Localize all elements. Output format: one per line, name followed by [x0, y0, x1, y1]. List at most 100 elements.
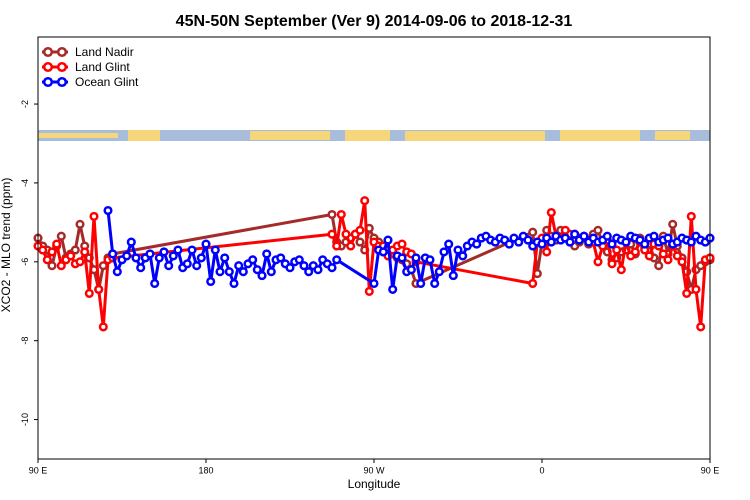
data-point-ocean-glint [444, 239, 454, 249]
data-point-ocean-glint [523, 235, 533, 245]
data-point-land-glint [38, 245, 48, 255]
legend-item-land-glint: Land Glint [42, 60, 130, 74]
data-point-ocean-glint [131, 253, 141, 263]
data-point-land-glint [397, 239, 407, 249]
data-point-ocean-glint [248, 255, 258, 265]
x-axis-label: Longitude [348, 477, 401, 491]
plot-frame [37, 36, 711, 460]
data-point-ocean-glint [206, 276, 216, 287]
data-point-ocean-glint [234, 261, 244, 271]
data-point-land-glint [89, 211, 99, 221]
legend-label-land-glint: Land Glint [75, 60, 130, 74]
data-point-ocean-glint [266, 267, 276, 277]
data-point-ocean-glint [411, 253, 421, 263]
legend-item-land-nadir: Land Nadir [42, 45, 134, 59]
data-point-land-glint [616, 265, 626, 275]
data-point-ocean-glint [439, 247, 449, 257]
data-point-land-glint [696, 322, 706, 332]
data-point-ocean-glint [164, 261, 174, 271]
data-point-land-glint [84, 288, 94, 298]
data-point-land-nadir [75, 219, 85, 229]
data-point-ocean-glint [196, 253, 206, 263]
data-point-land-glint [80, 247, 90, 257]
data-point-ocean-glint [276, 253, 286, 263]
data-point-land-nadir [355, 237, 365, 247]
legend-marker-ocean-glint [42, 76, 54, 88]
data-point-ocean-glint [397, 253, 407, 263]
data-point-ocean-glint [378, 247, 388, 257]
data-point-ocean-glint [136, 263, 146, 273]
series-ocean-glint [103, 205, 715, 294]
y-tick-label: -8 [20, 337, 30, 345]
data-point-ocean-glint [686, 237, 696, 247]
data-point-land-nadir [56, 231, 66, 241]
data-point-land-nadir [70, 245, 80, 255]
data-point-ocean-glint [112, 267, 122, 277]
legend-label-ocean-glint: Ocean Glint [75, 75, 139, 89]
data-point-ocean-glint [383, 235, 393, 245]
chart-title: 45N-50N September (Ver 9) 2014-09-06 to … [176, 13, 573, 30]
data-point-land-glint [542, 247, 552, 257]
strip-land [250, 131, 330, 140]
data-point-land-glint [47, 247, 57, 257]
strip-land [655, 131, 690, 140]
data-point-land-nadir [654, 261, 664, 271]
x-tick-label: 90 W [363, 465, 385, 475]
strip-land [128, 130, 160, 141]
data-point-ocean-glint [201, 239, 211, 249]
data-point-ocean-glint [257, 271, 267, 281]
data-point-ocean-glint [406, 265, 416, 275]
strip-land [405, 131, 545, 141]
data-point-ocean-glint [332, 255, 342, 265]
data-point-ocean-glint [294, 255, 304, 265]
data-point-ocean-glint [304, 267, 314, 277]
data-point-ocean-glint [108, 249, 118, 259]
data-point-land-glint [336, 209, 346, 220]
data-point-land-glint [691, 284, 701, 294]
data-point-land-glint [42, 255, 52, 265]
data-point-ocean-glint [434, 267, 444, 277]
data-point-ocean-glint [416, 278, 426, 289]
data-point-ocean-glint [640, 239, 650, 249]
data-point-land-glint [630, 247, 640, 257]
data-point-ocean-glint [182, 259, 192, 269]
data-point-ocean-glint [210, 245, 220, 255]
data-point-ocean-glint [649, 231, 659, 241]
data-point-ocean-glint [187, 245, 197, 255]
data-point-ocean-glint [453, 245, 463, 255]
data-point-land-glint [612, 245, 622, 255]
data-point-ocean-glint [215, 267, 225, 277]
data-point-land-glint [672, 251, 682, 261]
legend-label-land-nadir: Land Nadir [75, 45, 134, 59]
data-point-land-glint [56, 261, 66, 271]
data-point-ocean-glint [504, 239, 514, 249]
data-series [33, 196, 715, 332]
data-point-ocean-glint [168, 251, 178, 261]
data-point-ocean-glint [537, 239, 547, 249]
data-point-land-glint [593, 257, 603, 267]
data-point-land-nadir [668, 219, 678, 229]
data-point-land-glint [341, 229, 351, 239]
y-tick-label: -2 [20, 100, 30, 108]
data-point-ocean-glint [425, 255, 435, 265]
data-point-ocean-glint [262, 249, 272, 259]
data-point-ocean-glint [126, 237, 136, 247]
data-point-ocean-glint [602, 231, 612, 241]
data-point-land-glint [98, 322, 108, 332]
data-point-land-glint [560, 225, 570, 235]
data-point-ocean-glint [238, 267, 248, 277]
legend-marker-land-glint [42, 61, 54, 73]
data-point-ocean-glint [570, 229, 580, 239]
data-point-ocean-glint [145, 249, 155, 259]
data-point-land-glint [607, 259, 617, 269]
data-point-ocean-glint [229, 278, 239, 289]
data-point-ocean-glint [327, 263, 337, 273]
data-point-land-glint [364, 286, 374, 296]
data-point-land-glint [528, 278, 538, 289]
strip-land [38, 133, 118, 138]
data-point-ocean-glint [663, 233, 673, 243]
data-point-land-glint [677, 257, 687, 267]
data-point-ocean-glint [313, 265, 323, 275]
data-point-ocean-glint [220, 253, 230, 263]
